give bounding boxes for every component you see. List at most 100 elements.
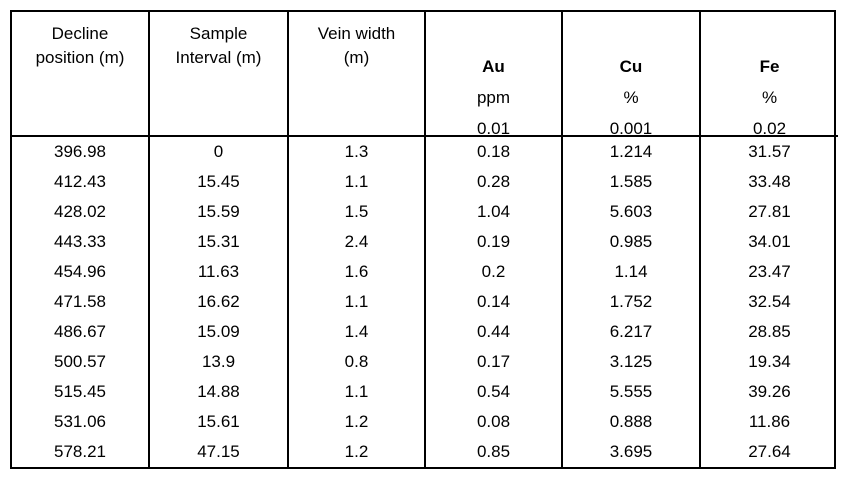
- cell-decline-position: 531.06: [54, 412, 106, 432]
- detection-limit: 0.02: [752, 119, 787, 138]
- cell-vein-width: 1.5: [287, 196, 425, 227]
- header-line: (m): [343, 48, 370, 67]
- header-line: Vein width: [317, 24, 396, 43]
- table-row: 471.58 16.62 1.1 0.14 1.752 32.54: [12, 286, 838, 317]
- element-unit: %: [623, 88, 639, 107]
- cell-cu: 1.585: [561, 166, 700, 197]
- cell-fe: 33.48: [699, 166, 838, 197]
- cell-fe: 31.57: [699, 136, 838, 167]
- cell-decline-position: 500.57: [54, 352, 106, 372]
- cell-sample-interval: 16.62: [148, 286, 288, 317]
- element-symbol: Cu: [619, 57, 643, 76]
- table-row: 578.21 47.15 1.2 0.85 3.695 27.64: [12, 436, 838, 467]
- cell-vein-width: 1.1: [287, 166, 425, 197]
- column-header-decline-position: Decline position (m): [12, 12, 149, 137]
- cell-sample-interval: 14.88: [148, 376, 288, 407]
- cell-vein-width: 1.4: [287, 316, 425, 347]
- column-header-fe: Fe % 0.02: [699, 12, 838, 138]
- cell-fe: 19.34: [699, 346, 838, 377]
- cell-au: 0.85: [424, 436, 562, 467]
- cell-decline-position: 396.98: [54, 142, 106, 162]
- cell-decline-position: 471.58: [54, 291, 106, 311]
- cell-cu: 3.695: [561, 436, 700, 467]
- cell-fe: 34.01: [699, 226, 838, 257]
- element-symbol: Fe: [759, 57, 780, 76]
- detection-limit: 0.01: [476, 119, 511, 138]
- cell-sample-interval: 15.45: [148, 166, 288, 197]
- cell-sample-interval: 15.09: [148, 316, 288, 347]
- cell-sample-interval: 13.9: [148, 346, 288, 377]
- cell-fe: 11.86: [699, 406, 838, 437]
- cell-fe: 32.54: [699, 286, 838, 317]
- cell-decline-position: 412.43: [54, 171, 106, 191]
- table-row: 428.02 15.59 1.5 1.04 5.603 27.81: [12, 196, 838, 227]
- cell-cu: 0.888: [561, 406, 700, 437]
- cell-sample-interval: 11.63: [148, 256, 288, 287]
- table-row: 443.33 15.31 2.4 0.19 0.985 34.01: [12, 226, 838, 257]
- cell-vein-width: 1.1: [287, 286, 425, 317]
- cell-au: 0.19: [424, 226, 562, 257]
- cell-au: 0.54: [424, 376, 562, 407]
- assay-table: Decline position (m) Sample Interval (m)…: [12, 12, 838, 467]
- column-header-vein-width: Vein width (m): [287, 12, 425, 137]
- cell-au: 0.08: [424, 406, 562, 437]
- column-header-cu: Cu % 0.001: [561, 12, 700, 138]
- element-unit: ppm: [476, 88, 511, 107]
- cell-au: 1.04: [424, 196, 562, 227]
- cell-cu: 5.555: [561, 376, 700, 407]
- table-row: 396.98 0 1.3 0.18 1.214 31.57: [12, 136, 838, 167]
- table-body: 396.98 0 1.3 0.18 1.214 31.57 412.43 15.45 1.1 0.…: [12, 136, 838, 467]
- cell-sample-interval: 47.15: [148, 436, 288, 467]
- table-row: 500.57 13.9 0.8 0.17 3.125 19.34: [12, 346, 838, 377]
- detection-limit: 0.001: [609, 119, 653, 138]
- table-row: 486.67 15.09 1.4 0.44 6.217 28.85: [12, 316, 838, 347]
- cell-decline-position: 486.67: [54, 322, 106, 341]
- cell-decline-position: 578.21: [54, 442, 106, 462]
- cell-sample-interval: 15.61: [148, 406, 288, 437]
- cell-vein-width: 1.6: [287, 256, 425, 287]
- cell-sample-interval: 15.31: [148, 226, 288, 257]
- cell-sample-interval: 0: [148, 136, 288, 167]
- cell-cu: 1.214: [561, 136, 700, 167]
- assay-table-frame: Decline position (m) Sample Interval (m)…: [10, 10, 838, 469]
- cell-decline-position: 428.02: [54, 201, 106, 221]
- cell-vein-width: 1.3: [287, 136, 425, 167]
- cell-fe: 28.85: [699, 316, 838, 347]
- cell-vein-width: 1.2: [287, 406, 425, 437]
- cell-au: 0.14: [424, 286, 562, 317]
- cell-fe: 23.47: [699, 256, 838, 287]
- cell-vein-width: 1.2: [287, 436, 425, 467]
- table-row: 531.06 15.61 1.2 0.08 0.888 11.86: [12, 406, 838, 437]
- element-symbol: Au: [482, 57, 505, 76]
- cell-cu: 1.752: [561, 286, 700, 317]
- cell-fe: 27.64: [699, 436, 838, 467]
- table-row: 412.43 15.45 1.1 0.28 1.585 33.48: [12, 166, 838, 197]
- cell-vein-width: 1.1: [287, 376, 425, 407]
- cell-cu: 5.603: [561, 196, 700, 227]
- header-line: position (m): [35, 48, 125, 67]
- header-line: Decline: [51, 24, 109, 43]
- cell-cu: 6.217: [561, 316, 700, 347]
- cell-au: 0.18: [424, 136, 562, 167]
- header-line: Interval (m): [175, 48, 262, 67]
- cell-decline-position: 515.45: [54, 382, 106, 402]
- cell-cu: 3.125: [561, 346, 700, 377]
- cell-vein-width: 2.4: [287, 226, 425, 257]
- cell-sample-interval: 15.59: [148, 196, 288, 227]
- cell-vein-width: 0.8: [287, 346, 425, 377]
- column-header-sample-interval: Sample Interval (m): [148, 12, 288, 137]
- cell-fe: 39.26: [699, 376, 838, 407]
- table-row: 454.96 11.63 1.6 0.2 1.14 23.47: [12, 256, 838, 287]
- cell-decline-position: 454.96: [54, 261, 106, 281]
- cell-au: 0.17: [424, 346, 562, 377]
- element-unit: %: [761, 88, 778, 107]
- cell-au: 0.44: [424, 316, 562, 347]
- cell-au: 0.2: [424, 256, 562, 287]
- cell-decline-position: 443.33: [54, 231, 106, 251]
- cell-au: 0.28: [424, 166, 562, 197]
- column-header-au: Au ppm 0.01: [424, 12, 562, 138]
- header-row: Decline position (m) Sample Interval (m)…: [12, 12, 838, 138]
- table-row: 515.45 14.88 1.1 0.54 5.555 39.26: [12, 376, 838, 407]
- cell-cu: 0.985: [561, 226, 700, 257]
- cell-fe: 27.81: [699, 196, 838, 227]
